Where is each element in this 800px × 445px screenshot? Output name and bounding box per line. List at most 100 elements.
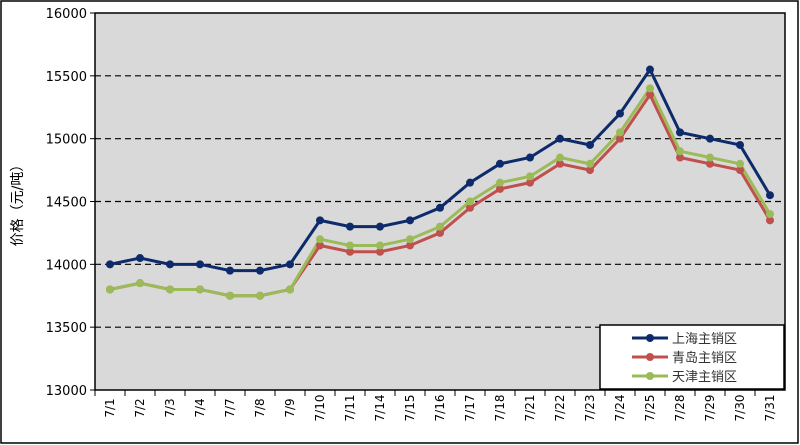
- x-tick-label: 7/30: [733, 395, 747, 422]
- legend-box: [599, 324, 785, 390]
- data-point: [436, 228, 444, 237]
- legend-swatch-marker: [646, 372, 654, 380]
- data-point: [466, 197, 474, 206]
- data-point: [196, 285, 204, 294]
- data-point: [586, 166, 594, 175]
- data-point: [436, 222, 444, 231]
- data-point: [376, 222, 384, 231]
- legend-label: 天津主销区: [672, 370, 737, 385]
- data-point: [346, 241, 354, 250]
- data-point: [646, 90, 654, 99]
- legend-label: 上海主销区: [672, 332, 737, 347]
- x-tick-label: 7/10: [313, 395, 327, 422]
- legend-swatch-marker: [646, 334, 654, 342]
- y-tick-label: 14000: [46, 258, 87, 273]
- data-point: [526, 153, 534, 162]
- x-tick-label: 7/29: [703, 395, 717, 422]
- x-tick-label: 7/14: [373, 395, 387, 422]
- x-tick-label: 7/11: [343, 395, 357, 422]
- y-axis-label: 价格（元/吨）: [10, 158, 26, 247]
- x-tick-label: 7/24: [613, 395, 627, 422]
- data-point: [466, 203, 474, 212]
- data-point: [136, 254, 144, 263]
- x-tick-label: 7/2: [133, 398, 147, 417]
- data-point: [706, 134, 714, 143]
- x-tick-label: 7/7: [223, 398, 237, 417]
- data-point: [406, 235, 414, 244]
- x-tick-label: 7/1: [103, 398, 117, 417]
- x-tick-label: 7/18: [493, 395, 507, 422]
- x-tick-label: 7/4: [193, 398, 207, 417]
- data-point: [646, 65, 654, 74]
- data-point: [586, 140, 594, 149]
- data-point: [286, 285, 294, 294]
- data-point: [706, 159, 714, 168]
- legend-swatch-marker: [646, 353, 654, 361]
- data-point: [376, 241, 384, 250]
- data-point: [346, 222, 354, 231]
- data-point: [766, 216, 774, 225]
- x-tick-label: 7/28: [673, 395, 687, 422]
- data-point: [616, 109, 624, 118]
- data-point: [196, 260, 204, 269]
- data-point: [766, 210, 774, 219]
- data-point: [316, 216, 324, 225]
- data-point: [106, 285, 114, 294]
- y-tick-label: 13500: [46, 321, 87, 336]
- x-tick-label: 7/25: [643, 395, 657, 422]
- x-tick-label: 7/9: [283, 398, 297, 417]
- data-point: [646, 84, 654, 93]
- data-point: [736, 159, 744, 168]
- data-point: [466, 178, 474, 187]
- data-point: [676, 128, 684, 137]
- legend-label: 青岛主销区: [672, 350, 737, 366]
- data-point: [706, 153, 714, 162]
- data-point: [616, 128, 624, 137]
- data-point: [256, 266, 264, 275]
- data-point: [166, 260, 174, 269]
- data-point: [256, 291, 264, 300]
- y-tick-label: 16000: [46, 7, 87, 22]
- y-tick-label: 13000: [46, 384, 87, 399]
- x-tick-label: 7/22: [553, 395, 567, 422]
- x-tick-label: 7/15: [403, 395, 417, 422]
- x-tick-label: 7/31: [763, 395, 777, 422]
- x-tick-label: 7/23: [583, 395, 597, 422]
- x-tick-label: 7/17: [463, 395, 477, 422]
- x-tick-label: 7/21: [523, 395, 537, 422]
- data-point: [406, 216, 414, 225]
- data-point: [286, 260, 294, 269]
- data-point: [436, 203, 444, 212]
- data-point: [496, 184, 504, 193]
- data-point: [106, 260, 114, 269]
- data-point: [496, 159, 504, 168]
- data-point: [316, 235, 324, 244]
- data-point: [136, 279, 144, 288]
- data-point: [226, 266, 234, 275]
- x-tick-label: 7/8: [253, 398, 267, 417]
- data-point: [556, 159, 564, 168]
- data-point: [766, 191, 774, 200]
- data-point: [406, 241, 414, 250]
- data-point: [166, 285, 174, 294]
- data-point: [346, 247, 354, 256]
- data-point: [496, 178, 504, 187]
- data-point: [586, 159, 594, 168]
- data-point: [616, 134, 624, 143]
- data-point: [736, 166, 744, 175]
- data-point: [526, 172, 534, 181]
- x-tick-label: 7/16: [433, 395, 447, 422]
- data-point: [376, 247, 384, 256]
- data-point: [556, 153, 564, 162]
- y-tick-label: 14500: [46, 196, 87, 211]
- data-point: [526, 178, 534, 187]
- y-tick-label: 15500: [46, 70, 87, 85]
- data-point: [316, 241, 324, 250]
- data-point: [676, 147, 684, 156]
- data-point: [736, 140, 744, 149]
- x-tick-label: 7/3: [163, 398, 177, 417]
